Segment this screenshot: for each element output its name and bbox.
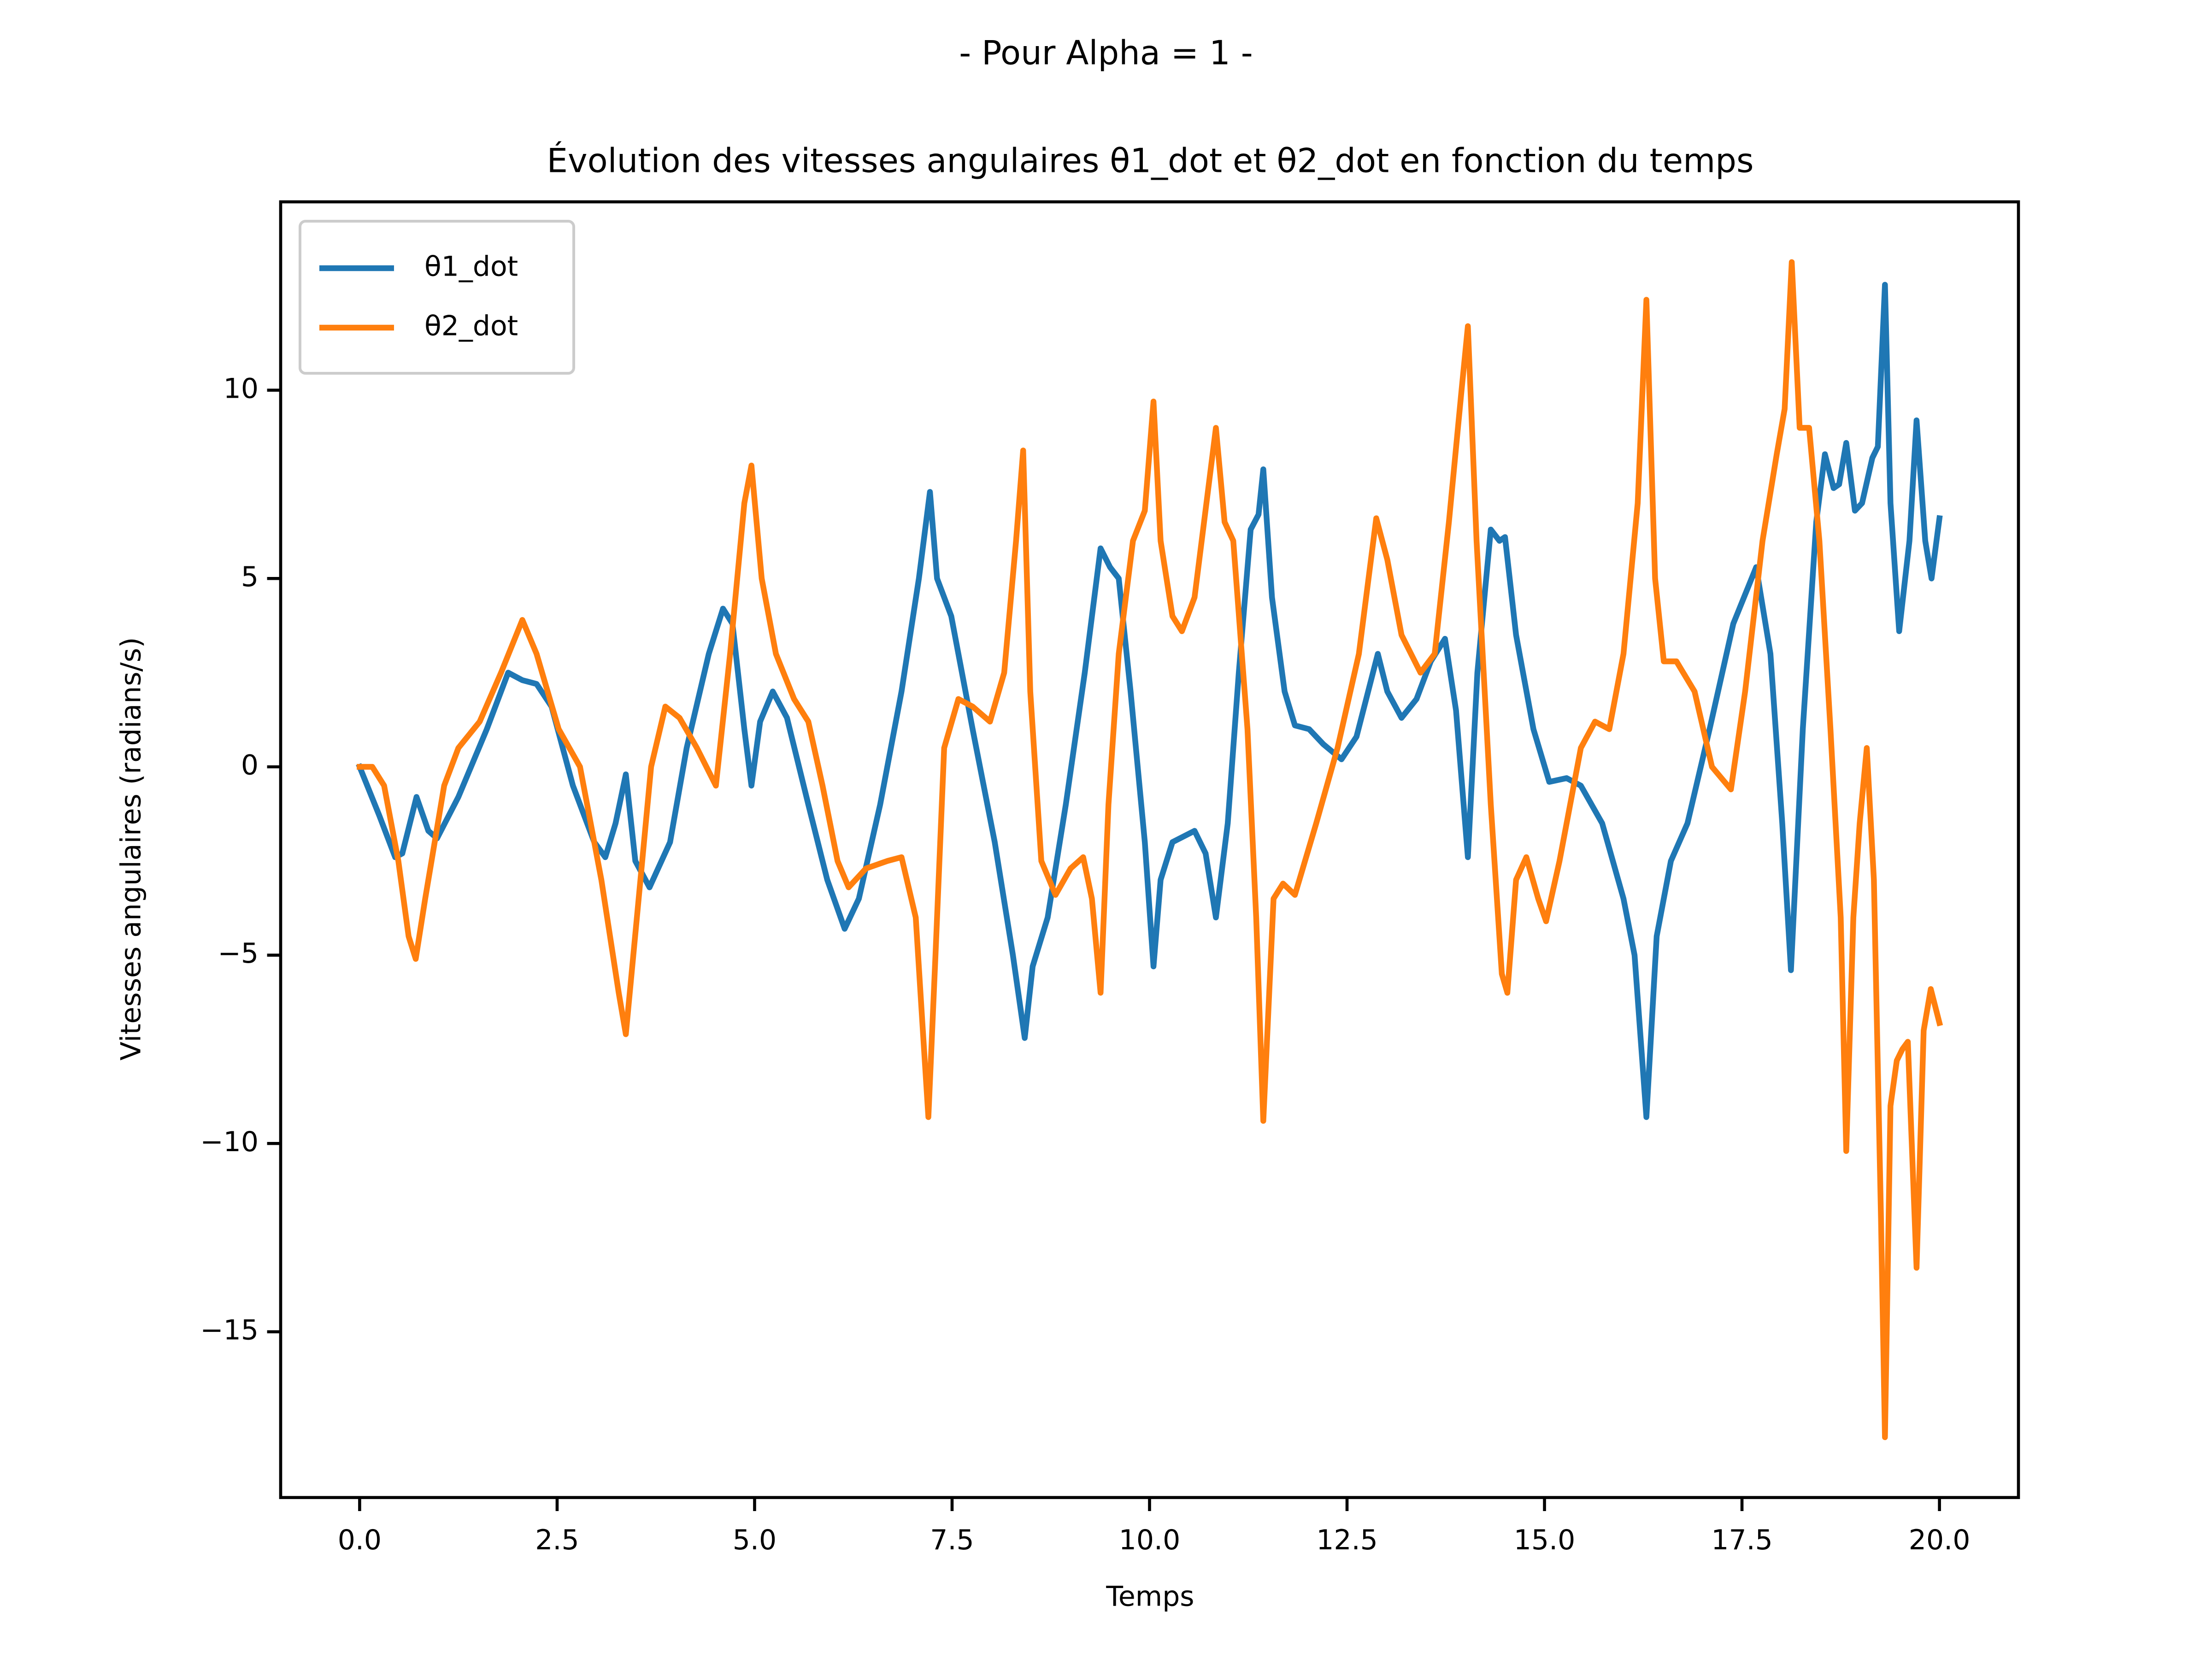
series-line (357, 259, 1943, 1441)
series-line (356, 282, 1943, 1120)
suptitle: - Pour Alpha = 1 - (959, 34, 1253, 72)
y-tick-label: 5 (241, 561, 259, 593)
x-tick-label: 17.5 (1711, 1524, 1773, 1556)
legend-label: θ1_dot (424, 251, 518, 283)
y-tick-label: −5 (218, 937, 259, 970)
x-tick-label: 15.0 (1514, 1524, 1576, 1556)
chart-title: Évolution des vitesses angulaires θ1_dot… (547, 141, 1754, 180)
x-tick-label: 7.5 (930, 1524, 974, 1556)
x-tick-label: 2.5 (535, 1524, 579, 1556)
legend-label: θ2_dot (424, 310, 518, 342)
y-tick-label: −10 (200, 1126, 259, 1158)
y-tick-label: 10 (224, 372, 259, 405)
x-axis-label: Temps (1106, 1581, 1194, 1613)
legend-box (299, 220, 575, 375)
x-tick-label: 20.0 (1909, 1524, 1971, 1556)
y-tick-label: −15 (200, 1314, 259, 1347)
y-axis-label: Vitesses angulaires (radians/s) (115, 637, 147, 1061)
x-tick-label: 5.0 (733, 1524, 777, 1556)
x-tick-label: 10.0 (1119, 1524, 1181, 1556)
axes-frame (279, 200, 2020, 1499)
x-tick-label: 0.0 (338, 1524, 382, 1556)
y-tick-label: 0 (241, 749, 259, 782)
x-tick-label: 12.5 (1316, 1524, 1378, 1556)
